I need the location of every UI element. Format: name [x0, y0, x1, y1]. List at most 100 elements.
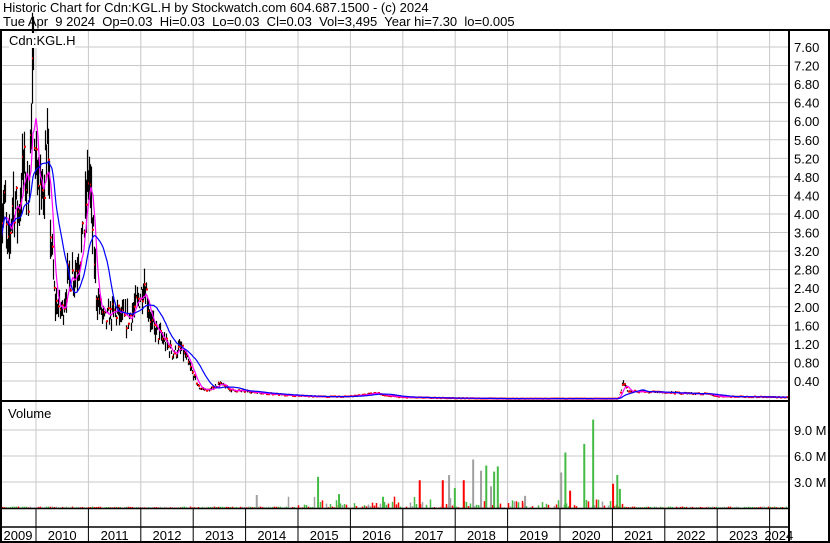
- axis-labels: 0.40 0.80 1.20 1.60 2.00 2.40 2.80 3.20 3.60 4.00…: [4, 40, 827, 543]
- year-label: 2009: [4, 528, 33, 543]
- close-dot: [64, 307, 66, 310]
- price-tick-label: 4.80: [794, 170, 819, 185]
- year-label: 2010: [48, 528, 77, 543]
- price-tick-label: 1.60: [794, 318, 819, 333]
- price-tick-label: 5.20: [794, 151, 819, 166]
- panel-borders: [0, 29, 830, 543]
- close-dot: [48, 158, 50, 161]
- close-dot: [62, 304, 64, 307]
- volume-bars: [0, 419, 788, 508]
- price-tick-label: 5.60: [794, 133, 819, 148]
- close-dot: [168, 345, 170, 348]
- close-dot: [92, 228, 94, 231]
- close-dot: [284, 394, 286, 397]
- volume-tick-label: 9.0 M: [794, 423, 827, 438]
- close-dot: [292, 394, 294, 397]
- close-dot: [134, 305, 136, 308]
- price-tick-label: 1.20: [794, 337, 819, 352]
- close-dot: [6, 223, 8, 226]
- close-dot: [620, 391, 622, 394]
- price-tick-label: 4.40: [794, 188, 819, 203]
- ma-long-line: [0, 161, 787, 400]
- close-dot: [52, 245, 54, 248]
- year-label: 2017: [415, 528, 444, 543]
- price-tick-label: 6.80: [794, 77, 819, 92]
- close-dot: [370, 392, 372, 395]
- close-dot: [16, 186, 18, 189]
- close-dot: [622, 383, 624, 386]
- price-tick-label: 2.80: [794, 263, 819, 278]
- price-tick-label: 0.80: [794, 355, 819, 370]
- close-dot: [624, 383, 626, 386]
- close-dot: [24, 145, 26, 148]
- close-dot: [58, 305, 60, 308]
- close-dot: [236, 390, 238, 393]
- price-bars: [0, 12, 789, 400]
- close-dot: [130, 314, 132, 317]
- close-dot: [42, 189, 44, 192]
- close-dot: [196, 382, 198, 385]
- close-dot: [124, 314, 126, 317]
- price-tick-label: 6.40: [794, 96, 819, 111]
- price-tick-label: 2.40: [794, 281, 819, 296]
- year-label: 2011: [101, 528, 129, 543]
- close-dot: [36, 148, 38, 151]
- close-dot: [138, 297, 140, 300]
- price-tick-label: 6.00: [794, 114, 819, 129]
- close-dot: [206, 389, 208, 392]
- year-label: 2021: [624, 528, 653, 543]
- close-dot: [160, 329, 162, 332]
- price-tick-label: 3.20: [794, 244, 819, 259]
- close-dot: [70, 289, 72, 292]
- close-dot: [192, 371, 194, 374]
- close-dot: [674, 392, 676, 395]
- close-dot: [146, 288, 148, 291]
- close-dot: [10, 231, 12, 234]
- close-dot: [86, 203, 88, 206]
- close-dot: [28, 210, 30, 213]
- price-tick-label: 2.00: [794, 300, 819, 315]
- close-dot: [224, 384, 226, 387]
- year-label: 2012: [153, 528, 182, 543]
- grid: [0, 31, 788, 508]
- ma-short-line: [0, 118, 788, 400]
- close-dot: [268, 393, 270, 396]
- year-label: 2023: [729, 528, 758, 543]
- close-dot: [14, 221, 16, 224]
- close-dot: [44, 196, 46, 199]
- close-dot: [626, 386, 628, 389]
- year-label: 2018: [467, 528, 496, 543]
- close-dot: [634, 389, 636, 392]
- close-dot: [166, 337, 168, 340]
- year-label: 2024: [764, 528, 793, 543]
- price-tick-label: 7.20: [794, 59, 819, 74]
- year-label: 2022: [677, 528, 706, 543]
- price-tick-label: 0.40: [794, 374, 819, 389]
- price-tick-label: 7.60: [794, 40, 819, 55]
- close-dot: [164, 338, 166, 341]
- close-dot: [190, 365, 192, 368]
- close-dot: [50, 236, 52, 239]
- volume-tick-label: 3.0 M: [794, 475, 827, 490]
- close-dot: [142, 300, 144, 303]
- close-dot: [108, 307, 110, 310]
- close-dot: [144, 283, 146, 286]
- close-dot: [110, 308, 112, 311]
- year-label: 2015: [310, 528, 339, 543]
- close-dot: [178, 345, 180, 348]
- close-dot: [228, 387, 230, 390]
- close-dot: [628, 390, 630, 393]
- price-tick-label: 3.60: [794, 226, 819, 241]
- close-dot: [82, 222, 84, 225]
- close-dot: [84, 230, 86, 233]
- close-dot: [174, 352, 176, 355]
- close-dot: [72, 269, 74, 272]
- close-dot: [34, 147, 36, 150]
- close-dot: [54, 286, 56, 289]
- close-dot: [116, 316, 118, 319]
- close-dot: [170, 344, 172, 347]
- year-label: 2019: [519, 528, 548, 543]
- close-dot: [194, 374, 196, 377]
- close-dot: [126, 327, 128, 330]
